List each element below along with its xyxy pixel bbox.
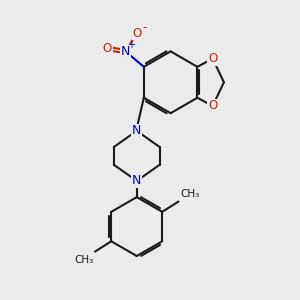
Text: N: N [132, 174, 141, 188]
Text: O: O [208, 100, 217, 112]
Text: N: N [121, 45, 130, 58]
Text: -: - [142, 21, 146, 34]
Text: O: O [132, 27, 141, 40]
Text: O: O [103, 42, 112, 55]
Text: CH₃: CH₃ [181, 189, 200, 199]
Text: O: O [208, 52, 217, 65]
Text: +: + [127, 40, 135, 50]
Text: CH₃: CH₃ [74, 254, 94, 265]
Text: N: N [132, 124, 141, 137]
